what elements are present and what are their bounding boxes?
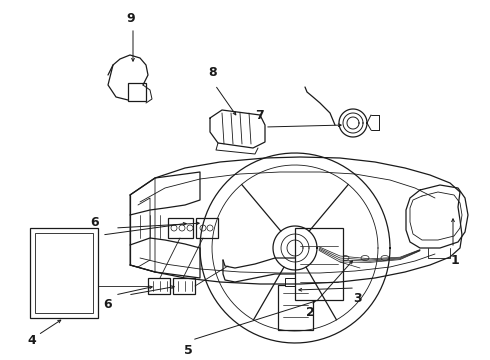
Text: 5: 5 xyxy=(184,343,193,356)
Text: 2: 2 xyxy=(306,306,315,320)
Bar xyxy=(168,218,193,238)
Bar xyxy=(128,83,146,101)
Bar xyxy=(295,228,343,300)
Circle shape xyxy=(200,225,206,231)
Bar xyxy=(173,278,195,294)
Text: 9: 9 xyxy=(127,12,135,24)
Circle shape xyxy=(187,225,193,231)
Ellipse shape xyxy=(361,256,369,261)
Bar xyxy=(285,278,295,286)
Bar xyxy=(278,285,313,330)
Bar xyxy=(196,218,218,238)
Text: 6: 6 xyxy=(91,216,99,229)
Text: 6: 6 xyxy=(104,298,112,311)
Circle shape xyxy=(179,225,185,231)
Circle shape xyxy=(207,225,213,231)
Ellipse shape xyxy=(341,256,349,261)
Text: 8: 8 xyxy=(209,66,217,78)
Bar xyxy=(35,233,93,313)
Circle shape xyxy=(171,225,177,231)
Text: 7: 7 xyxy=(256,108,265,122)
Bar xyxy=(148,278,170,294)
Text: 4: 4 xyxy=(27,333,36,346)
Bar xyxy=(30,228,98,318)
Ellipse shape xyxy=(381,256,389,261)
Text: 1: 1 xyxy=(451,253,459,266)
Text: 3: 3 xyxy=(354,292,362,305)
